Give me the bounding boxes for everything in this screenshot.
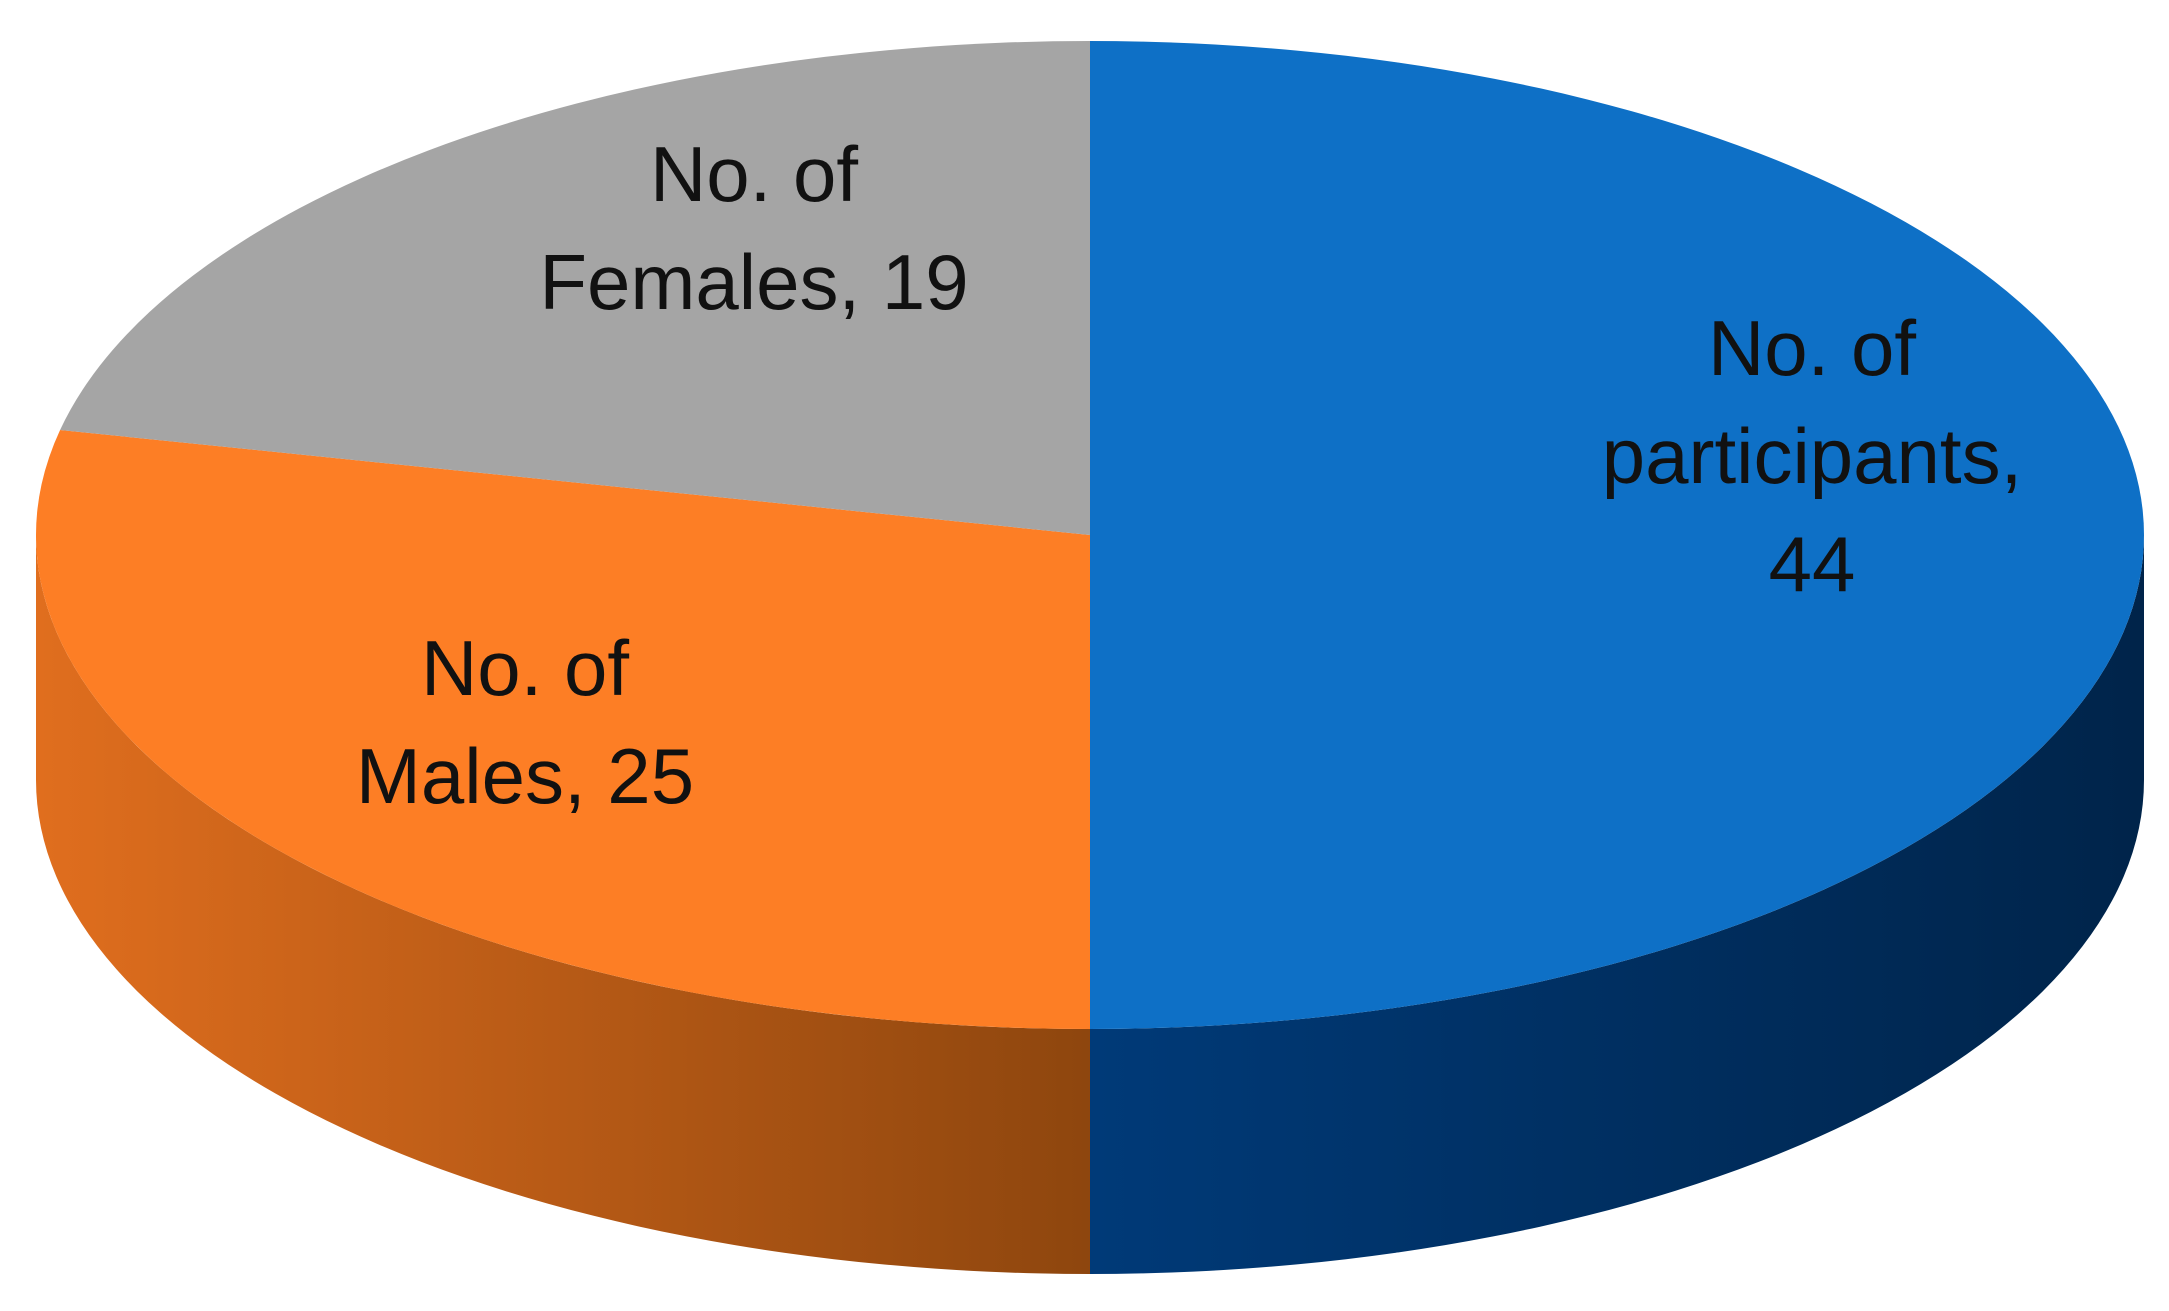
pie-slice: [60, 41, 1091, 535]
data-label: No. of Males, 25: [355, 624, 695, 820]
data-label: No. of Females, 19: [539, 130, 969, 326]
slice-side: [1090, 535, 2144, 1274]
data-label: No. of participants, 44: [1601, 304, 2023, 608]
slice-side: [36, 535, 1090, 1274]
pie-slice: [1090, 41, 2144, 1029]
pie-slice: [36, 429, 1090, 1029]
